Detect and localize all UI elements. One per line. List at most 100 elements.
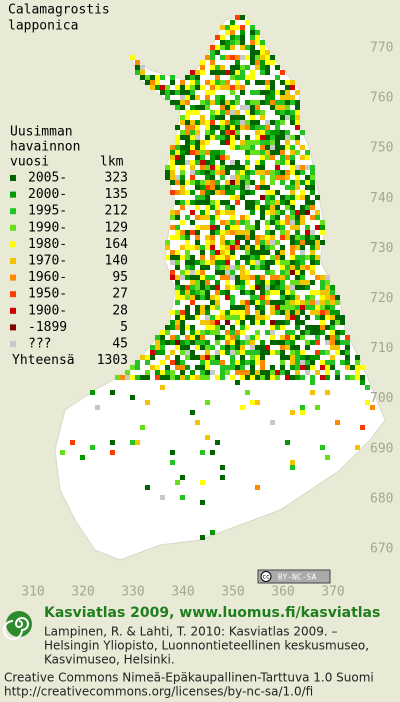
grid-square — [310, 330, 315, 335]
grid-square — [290, 245, 295, 250]
grid-square — [180, 220, 185, 225]
grid-square — [260, 80, 265, 85]
grid-square — [275, 120, 280, 125]
grid-square — [300, 330, 305, 335]
grid-square — [155, 375, 160, 380]
grid-square — [260, 340, 265, 345]
grid-square — [290, 340, 295, 345]
grid-square — [240, 270, 245, 275]
grid-square — [215, 75, 220, 80]
grid-square — [175, 265, 180, 270]
grid-square — [225, 265, 230, 270]
grid-square — [275, 285, 280, 290]
grid-square — [305, 280, 310, 285]
grid-square — [205, 310, 210, 315]
grid-square — [160, 495, 165, 500]
grid-square — [225, 270, 230, 275]
grid-square — [235, 220, 240, 225]
grid-square — [320, 220, 325, 225]
grid-square — [190, 245, 195, 250]
grid-square — [190, 135, 195, 140]
grid-square — [255, 345, 260, 350]
grid-square — [325, 455, 330, 460]
grid-square — [255, 170, 260, 175]
y-tick-label: 720 — [370, 291, 393, 306]
grid-square — [170, 460, 175, 465]
grid-square — [135, 70, 140, 75]
grid-square — [175, 190, 180, 195]
grid-square — [235, 335, 240, 340]
grid-square — [215, 305, 220, 310]
grid-square — [360, 365, 365, 370]
grid-square — [230, 135, 235, 140]
grid-square — [165, 370, 170, 375]
grid-square — [345, 340, 350, 345]
grid-square — [185, 145, 190, 150]
grid-square — [280, 335, 285, 340]
grid-square — [140, 425, 145, 430]
grid-square — [285, 220, 290, 225]
grid-square — [200, 250, 205, 255]
grid-square — [180, 365, 185, 370]
grid-square — [235, 350, 240, 355]
grid-square — [180, 375, 185, 380]
grid-square — [190, 160, 195, 165]
legend-count: 27 — [112, 287, 128, 302]
grid-square — [320, 225, 325, 230]
grid-square — [335, 350, 340, 355]
grid-square — [175, 155, 180, 160]
grid-square — [135, 375, 140, 380]
grid-square — [175, 325, 180, 330]
grid-square — [170, 225, 175, 230]
grid-square — [150, 365, 155, 370]
grid-square — [235, 280, 240, 285]
grid-square — [220, 325, 225, 330]
grid-square — [90, 390, 95, 395]
grid-square — [250, 105, 255, 110]
grid-square — [130, 440, 135, 445]
grid-square — [205, 200, 210, 205]
grid-square — [235, 285, 240, 290]
grid-square — [270, 290, 275, 295]
grid-square — [175, 230, 180, 235]
grid-square — [255, 375, 260, 380]
grid-square — [195, 160, 200, 165]
grid-square — [270, 215, 275, 220]
grid-square — [240, 115, 245, 120]
grid-square — [225, 290, 230, 295]
grid-square — [290, 170, 295, 175]
grid-square — [205, 55, 210, 60]
grid-square — [240, 325, 245, 330]
grid-square — [185, 160, 190, 165]
grid-square — [255, 120, 260, 125]
grid-square — [195, 330, 200, 335]
grid-square — [210, 60, 215, 65]
grid-square — [300, 210, 305, 215]
grid-square — [205, 330, 210, 335]
grid-square — [200, 365, 205, 370]
grid-square — [200, 150, 205, 155]
grid-square — [235, 55, 240, 60]
grid-square — [215, 255, 220, 260]
grid-square — [300, 360, 305, 365]
grid-square — [220, 170, 225, 175]
grid-square — [235, 320, 240, 325]
grid-square — [145, 355, 150, 360]
grid-square — [225, 155, 230, 160]
grid-square — [250, 335, 255, 340]
grid-square — [295, 360, 300, 365]
grid-square — [235, 125, 240, 130]
grid-square — [185, 215, 190, 220]
grid-square — [245, 180, 250, 185]
grid-square — [365, 385, 370, 390]
x-tick-label: 370 — [321, 585, 344, 600]
grid-square — [330, 340, 335, 345]
grid-square — [150, 350, 155, 355]
grid-square — [200, 170, 205, 175]
grid-square — [210, 190, 215, 195]
grid-square — [265, 230, 270, 235]
grid-square — [190, 120, 195, 125]
grid-square — [330, 295, 335, 300]
grid-square — [210, 170, 215, 175]
logo-disc — [6, 611, 32, 637]
